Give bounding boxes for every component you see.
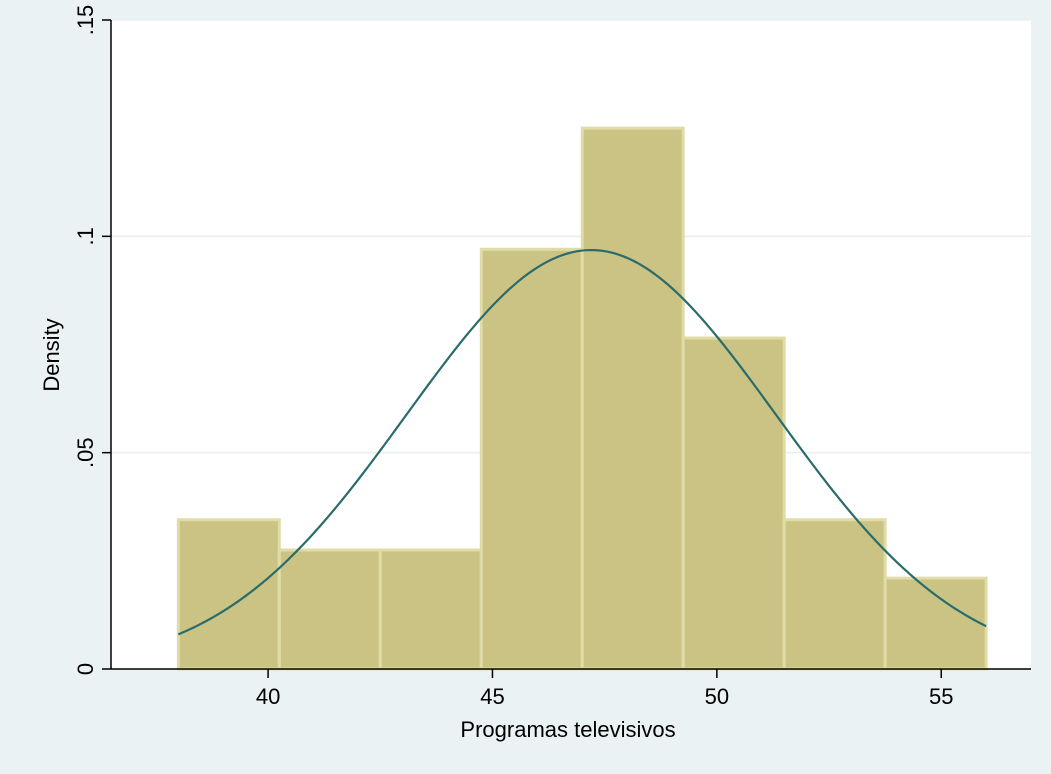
- axes: [110, 20, 1031, 670]
- histogram-bar-2: [277, 548, 382, 671]
- histogram-bar-5: [580, 126, 685, 671]
- histogram-bar-4: [479, 247, 584, 671]
- histogram-bar-1: [176, 518, 281, 671]
- histogram-bar-6: [681, 336, 786, 671]
- y-axis-title: Density: [39, 318, 64, 391]
- y-tick-label-1: .05: [73, 437, 98, 468]
- x-axis-title: Programas televisivos: [460, 717, 675, 742]
- normal-density-curve: [177, 248, 987, 636]
- y-tick-label-3: .15: [73, 5, 98, 36]
- y-tick-label-0: 0: [73, 663, 98, 675]
- histogram-bar-8: [883, 576, 988, 671]
- x-tick-label-0: 40: [256, 684, 280, 709]
- histogram-bars: [176, 126, 988, 671]
- histogram-bar-3: [378, 548, 483, 671]
- tick-labels: 40 45 50 55 0 .05 .1 .15: [73, 5, 953, 709]
- x-tick-label-1: 45: [480, 684, 504, 709]
- x-tick-label-3: 55: [929, 684, 953, 709]
- x-tick-label-2: 50: [705, 684, 729, 709]
- y-tick-label-2: .1: [73, 227, 98, 245]
- histogram-bar-7: [782, 518, 887, 671]
